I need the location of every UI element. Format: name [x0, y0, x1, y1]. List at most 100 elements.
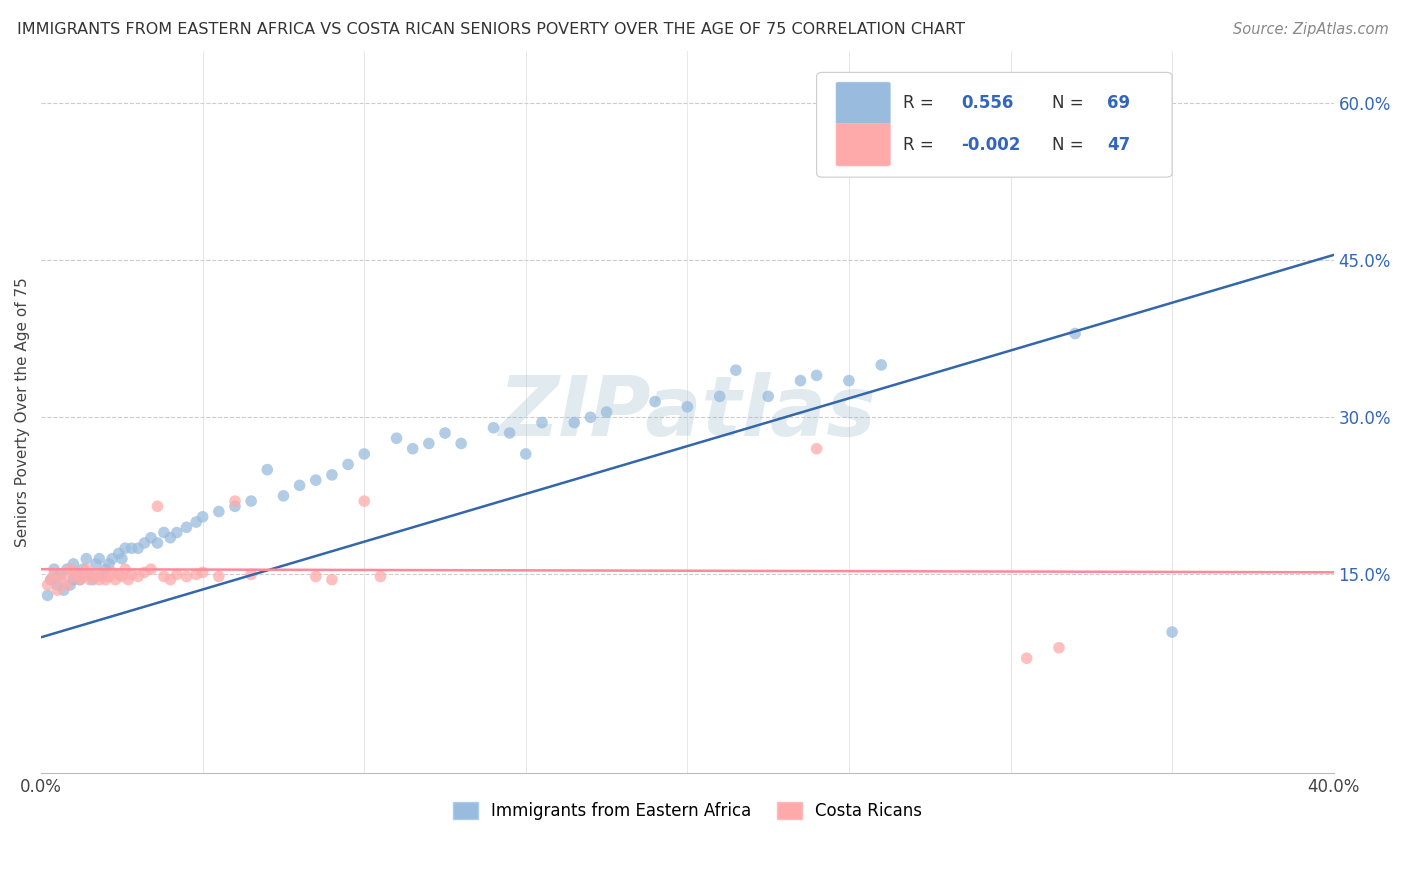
- Point: [176, 520, 198, 534]
- Point: [146, 500, 169, 514]
- Point: [305, 569, 328, 583]
- Y-axis label: Seniors Poverty Over the Age of 75: Seniors Poverty Over the Age of 75: [15, 277, 30, 547]
- Point: [153, 569, 176, 583]
- Text: R =: R =: [903, 136, 939, 153]
- Point: [46, 578, 69, 592]
- Point: [91, 567, 114, 582]
- Point: [370, 569, 392, 583]
- Point: [84, 557, 107, 571]
- Point: [676, 400, 699, 414]
- Point: [353, 494, 375, 508]
- Point: [127, 541, 149, 556]
- Point: [39, 573, 62, 587]
- Point: [159, 573, 181, 587]
- Point: [49, 567, 72, 582]
- Point: [107, 567, 129, 582]
- Point: [724, 363, 747, 377]
- Point: [139, 531, 162, 545]
- Point: [59, 562, 82, 576]
- Point: [117, 573, 139, 587]
- FancyBboxPatch shape: [837, 123, 890, 166]
- Point: [37, 578, 59, 592]
- Point: [1064, 326, 1087, 341]
- Text: IMMIGRANTS FROM EASTERN AFRICA VS COSTA RICAN SENIORS POVERTY OVER THE AGE OF 75: IMMIGRANTS FROM EASTERN AFRICA VS COSTA …: [17, 22, 965, 37]
- Point: [75, 562, 97, 576]
- Point: [75, 551, 97, 566]
- Point: [62, 569, 84, 583]
- Text: 69: 69: [1108, 95, 1130, 112]
- Point: [159, 531, 181, 545]
- Point: [166, 567, 188, 582]
- Point: [402, 442, 425, 456]
- Text: R =: R =: [903, 95, 939, 112]
- Point: [186, 515, 208, 529]
- Text: 47: 47: [1108, 136, 1130, 153]
- Point: [806, 368, 828, 383]
- Point: [756, 389, 779, 403]
- Point: [37, 588, 59, 602]
- Point: [94, 562, 117, 576]
- Point: [838, 374, 860, 388]
- Point: [305, 473, 328, 487]
- Point: [98, 569, 121, 583]
- Point: [69, 573, 91, 587]
- Point: [84, 569, 107, 583]
- Text: 0.556: 0.556: [962, 95, 1014, 112]
- Point: [62, 573, 84, 587]
- Point: [52, 583, 75, 598]
- Point: [82, 573, 104, 587]
- Text: N =: N =: [1052, 95, 1088, 112]
- Point: [1015, 651, 1038, 665]
- Point: [89, 551, 111, 566]
- Point: [224, 500, 246, 514]
- Point: [337, 458, 360, 472]
- Point: [79, 567, 101, 582]
- Point: [72, 569, 94, 583]
- Point: [66, 567, 89, 582]
- Point: [450, 436, 472, 450]
- Point: [127, 569, 149, 583]
- Point: [434, 425, 457, 440]
- Point: [644, 394, 666, 409]
- Point: [42, 567, 65, 582]
- Point: [806, 442, 828, 456]
- Point: [46, 583, 69, 598]
- Point: [595, 405, 617, 419]
- Point: [385, 431, 408, 445]
- Point: [1047, 640, 1070, 655]
- Point: [482, 421, 505, 435]
- Point: [789, 374, 811, 388]
- Point: [121, 567, 143, 582]
- Text: -0.002: -0.002: [962, 136, 1021, 153]
- Point: [191, 509, 214, 524]
- Point: [98, 557, 121, 571]
- Point: [56, 578, 79, 592]
- FancyBboxPatch shape: [817, 72, 1173, 178]
- Point: [134, 536, 156, 550]
- Point: [562, 416, 585, 430]
- Point: [114, 541, 136, 556]
- Point: [288, 478, 311, 492]
- Point: [89, 573, 111, 587]
- Point: [111, 569, 134, 583]
- Point: [56, 562, 79, 576]
- Point: [186, 567, 208, 582]
- Point: [139, 562, 162, 576]
- Point: [1161, 625, 1184, 640]
- Text: Source: ZipAtlas.com: Source: ZipAtlas.com: [1233, 22, 1389, 37]
- Point: [121, 541, 143, 556]
- Point: [146, 536, 169, 550]
- Point: [208, 569, 231, 583]
- Point: [114, 562, 136, 576]
- FancyBboxPatch shape: [837, 82, 890, 125]
- Point: [240, 567, 263, 582]
- Point: [709, 389, 731, 403]
- Legend: Immigrants from Eastern Africa, Costa Ricans: Immigrants from Eastern Africa, Costa Ri…: [446, 795, 928, 827]
- Point: [111, 551, 134, 566]
- Point: [321, 573, 343, 587]
- Point: [498, 425, 520, 440]
- Point: [166, 525, 188, 540]
- Point: [69, 573, 91, 587]
- Point: [515, 447, 537, 461]
- Point: [91, 566, 114, 580]
